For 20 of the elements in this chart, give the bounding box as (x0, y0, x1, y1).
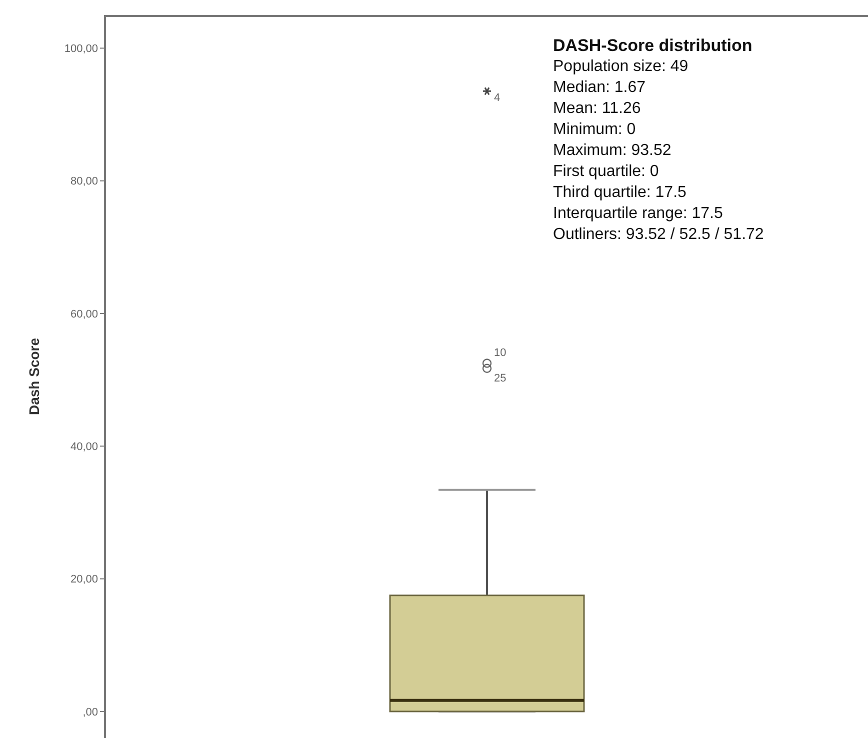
y-tick-label: 80,00 (70, 176, 98, 188)
y-tick-label: 40,00 (70, 441, 98, 454)
annotation: Maximum: 93.52 (553, 141, 672, 161)
text: DASH-Score distribution (553, 35, 754, 56)
annotation: 25 (494, 372, 506, 384)
annotation: Median: 1.67 (553, 78, 647, 98)
annotation: Outliners: 93.52 / 52.5 / 51.72 (553, 225, 764, 245)
y-axis-title: Dash Score (26, 338, 42, 416)
annotation: Minimum: 0 (553, 120, 637, 140)
annotation: Interquartile range: 17.5 (553, 204, 724, 224)
y-tick-label: 60,00 (70, 308, 98, 320)
y-tick-label: 20,00 (70, 574, 98, 586)
y-tick-label: ,00 (82, 706, 98, 718)
annotation: 10 (494, 347, 506, 360)
annotation: 4 (494, 92, 500, 104)
annotation: Population size: 49 (553, 57, 690, 77)
y-tick-label: 100,00 (64, 43, 98, 56)
annotation: Mean: 11.26 (553, 99, 642, 119)
annotation: Third quartile: 17.5 (553, 183, 688, 203)
annotation: First quartile: 0 (553, 162, 660, 182)
